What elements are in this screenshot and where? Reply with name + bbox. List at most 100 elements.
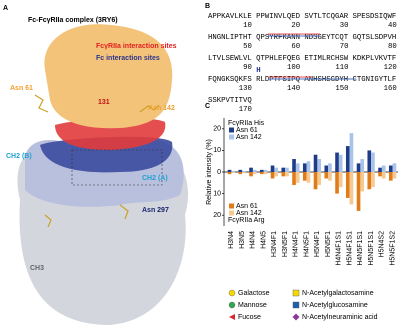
receptor-sites — [55, 118, 166, 150]
bar — [285, 167, 289, 172]
panel-title: Fc-FcγRIIa complex (3RY6) — [28, 17, 118, 24]
legend-swatch — [229, 127, 234, 133]
bar — [360, 159, 365, 172]
bar — [306, 172, 311, 183]
y-tick-label: 20 — [213, 126, 221, 133]
glycan-icon — [228, 301, 236, 309]
annotation: Asn 61 — [10, 85, 33, 92]
bar — [378, 167, 382, 172]
sequence-line: FQNGKSQKFS RLDPTFSIPQ ANHSHSGDYH CTGNIGY… — [208, 76, 396, 84]
bar — [381, 165, 386, 172]
bar — [259, 169, 264, 172]
glycan-label: Galactose — [238, 290, 270, 297]
glycan-label: Mannose — [238, 302, 267, 309]
glycan-icon — [292, 289, 300, 297]
bar — [388, 172, 393, 181]
x-tick-label: H4N5 — [260, 231, 267, 249]
residue-number: 10 — [243, 22, 252, 30]
bar — [295, 172, 300, 183]
annotation: 131 — [98, 99, 110, 106]
residue-number: 170 — [239, 106, 252, 114]
bar — [227, 172, 232, 175]
bar — [252, 169, 257, 172]
residue-number: 30 — [340, 22, 349, 30]
annotation: Asn 142 — [148, 105, 175, 112]
glycan-sticks — [34, 94, 160, 228]
residue-number: 130 — [239, 85, 252, 93]
bar — [392, 172, 397, 179]
panel-label: C — [205, 103, 210, 110]
bar — [285, 172, 289, 177]
glycan-icon — [229, 314, 235, 320]
bar — [356, 163, 361, 172]
residue-number: 90 — [243, 64, 252, 72]
bar — [295, 163, 300, 172]
x-tick-label: H5N4F1 — [314, 231, 321, 257]
y-tick-label: 20 — [213, 212, 221, 219]
bar — [292, 172, 296, 185]
bar — [335, 172, 339, 194]
bar — [259, 172, 264, 175]
bar — [324, 172, 329, 179]
bar — [345, 146, 350, 172]
bar — [263, 169, 268, 172]
glycan-icon — [292, 313, 300, 321]
annotation: Asn 297 — [142, 207, 169, 214]
bar — [349, 133, 354, 172]
annotation: CH2 (B) — [6, 153, 32, 160]
zoom-box — [71, 149, 163, 186]
legend-label: Asn 142 — [236, 210, 262, 217]
y-tick-label: 10 — [213, 190, 221, 197]
bar — [238, 172, 243, 175]
y-tick-label: 10 — [213, 147, 221, 154]
bar — [328, 163, 332, 172]
bar — [338, 154, 343, 172]
x-tick-label: H3N5 — [239, 231, 246, 249]
x-tick-label: H5N5F1 — [325, 231, 332, 257]
bar — [238, 169, 243, 172]
bar — [242, 170, 246, 172]
residue-number: 50 — [243, 43, 252, 51]
x-tick-label: H5N5F1S2 — [389, 231, 396, 266]
residue-number: 160 — [384, 85, 397, 93]
bar — [302, 163, 307, 172]
bar — [335, 152, 339, 172]
annotation: Fc interaction sites — [96, 55, 160, 62]
glycan-label: N-Acetylglucosamine — [302, 302, 368, 309]
residue-number: 120 — [384, 64, 397, 72]
bar — [371, 172, 375, 188]
residue-number: 140 — [287, 85, 300, 93]
bar — [302, 172, 307, 181]
glycan-label: Fucose — [238, 314, 261, 321]
bar — [306, 161, 311, 172]
bar — [231, 170, 236, 172]
glycan-legend: Galactose N-Acetylgalactosamine Mannose N-A… — [228, 289, 378, 321]
residue-number: 100 — [287, 64, 300, 72]
bar — [381, 172, 386, 179]
bar — [324, 165, 329, 172]
bar — [281, 172, 286, 177]
sequence-line: HNGNLIPTHT QPSYRFKANN NDSGEYTCQT GQTSLSD… — [208, 34, 396, 42]
bar — [249, 167, 253, 172]
bar — [263, 172, 268, 175]
bar — [360, 172, 365, 192]
bar — [367, 172, 372, 190]
x-tick-label: H4N4F1S1 — [336, 231, 343, 266]
bar — [356, 172, 361, 211]
annotation: FcγRIIa interaction sites — [96, 43, 177, 50]
glycan-label: N-Acetylneuraminic acid — [302, 314, 378, 321]
receptor-surface — [44, 24, 173, 129]
x-tick-label: H4N4F1 — [293, 231, 300, 257]
residue-number: 20 — [291, 22, 300, 30]
y-axis-label: Relative intensity (%) — [206, 139, 213, 205]
bar — [242, 172, 246, 174]
bar — [378, 172, 382, 177]
legend-swatch — [229, 210, 234, 216]
annotation: CH2 (A) — [142, 175, 168, 182]
x-tick-label: H4N5F1 — [303, 231, 310, 257]
bar — [313, 154, 318, 172]
x-tick-label: H3N5F1 — [282, 231, 289, 257]
legend-label: Asn 61 — [236, 203, 258, 210]
residue-number: 70 — [340, 43, 349, 51]
